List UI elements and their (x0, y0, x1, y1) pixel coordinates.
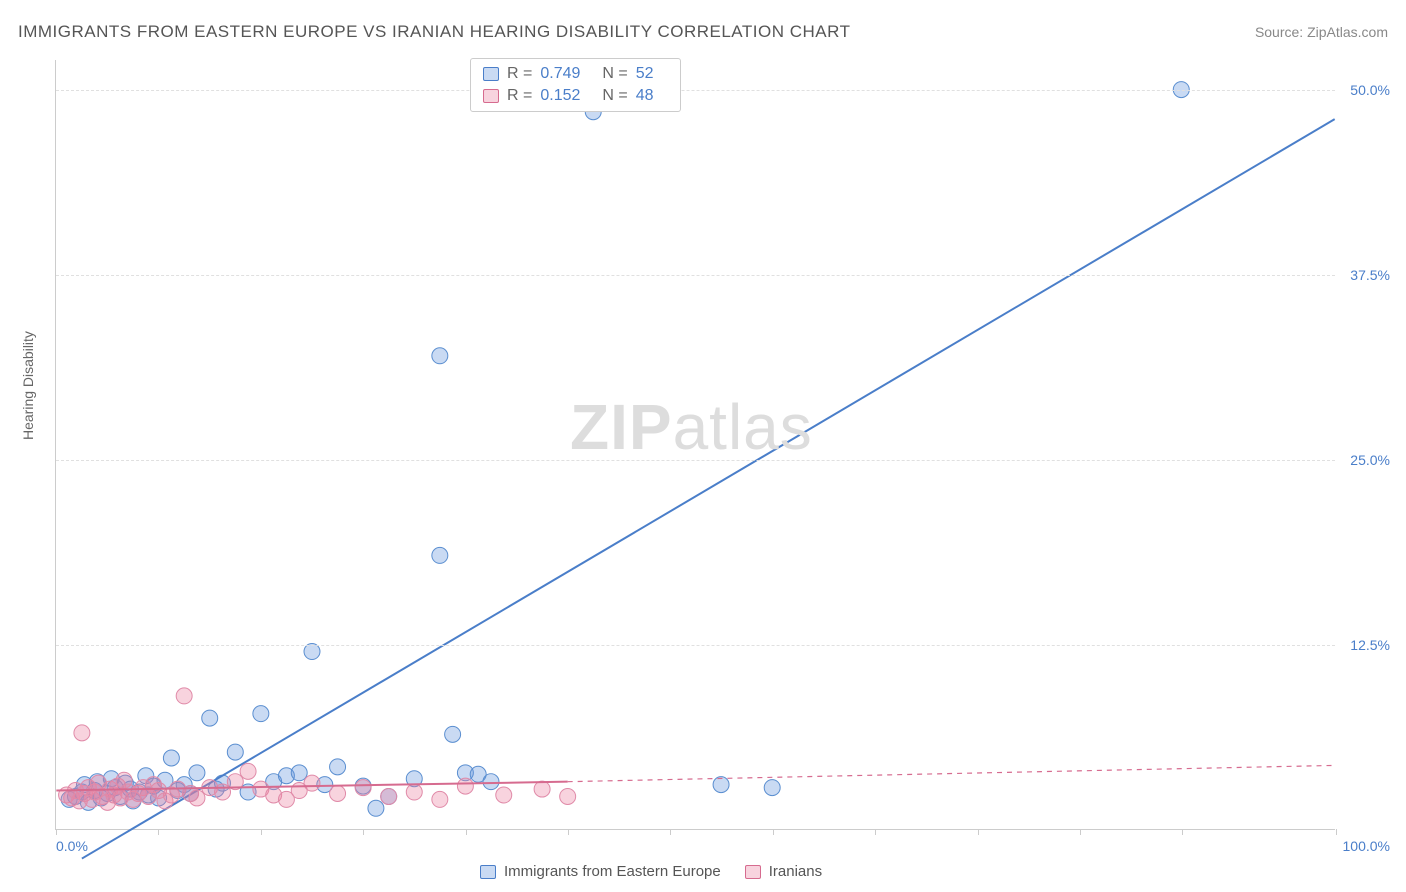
x-tick (773, 829, 774, 835)
n-value-blue: 52 (636, 65, 654, 83)
x-tick (1336, 829, 1337, 835)
data-point-blue (713, 777, 729, 793)
legend-row-blue: R = 0.749 N = 52 (483, 63, 668, 85)
data-point-blue (445, 726, 461, 742)
x-tick (466, 829, 467, 835)
data-point-blue (227, 744, 243, 760)
data-point-pink (381, 788, 397, 804)
legend-stats: R = 0.749 N = 52 R = 0.152 N = 48 (470, 58, 681, 112)
grid-line (56, 90, 1335, 91)
legend-label-blue: Immigrants from Eastern Europe (504, 863, 721, 880)
data-point-blue (304, 644, 320, 660)
x-tick-label: 0.0% (56, 838, 88, 854)
data-point-blue (432, 547, 448, 563)
data-point-pink (304, 775, 320, 791)
grid-line (56, 460, 1335, 461)
x-tick (363, 829, 364, 835)
n-value-pink: 48 (636, 87, 654, 105)
data-point-blue (202, 710, 218, 726)
x-tick (1182, 829, 1183, 835)
data-point-pink (457, 778, 473, 794)
data-point-blue (189, 765, 205, 781)
data-point-pink (176, 688, 192, 704)
data-point-pink (406, 784, 422, 800)
data-point-pink (215, 784, 231, 800)
y-axis-label: Hearing Disability (20, 331, 36, 440)
y-tick-label: 25.0% (1340, 452, 1390, 468)
swatch-blue-icon (480, 865, 496, 879)
data-point-blue (432, 348, 448, 364)
plot-area: 12.5%25.0%37.5%50.0%0.0%100.0% (55, 60, 1335, 830)
data-point-pink (534, 781, 550, 797)
x-tick (978, 829, 979, 835)
swatch-pink-icon (483, 89, 499, 103)
data-point-blue (291, 765, 307, 781)
x-tick (158, 829, 159, 835)
trend-line-blue (82, 119, 1335, 858)
data-point-blue (163, 750, 179, 766)
source-label: Source: ZipAtlas.com (1255, 24, 1388, 40)
data-point-blue (764, 780, 780, 796)
data-point-blue (330, 759, 346, 775)
r-label: R = (507, 65, 532, 83)
x-tick (670, 829, 671, 835)
legend-label-pink: Iranians (769, 863, 822, 880)
legend-row-pink: R = 0.152 N = 48 (483, 85, 668, 107)
grid-line (56, 645, 1335, 646)
grid-line (56, 275, 1335, 276)
data-point-pink (240, 763, 256, 779)
x-tick (261, 829, 262, 835)
data-point-pink (355, 780, 371, 796)
legend-series: Immigrants from Eastern Europe Iranians (480, 863, 822, 880)
data-point-pink (74, 725, 90, 741)
swatch-pink-icon (745, 865, 761, 879)
r-label: R = (507, 87, 532, 105)
x-tick (568, 829, 569, 835)
r-value-blue: 0.749 (540, 65, 580, 83)
data-point-pink (496, 787, 512, 803)
x-tick-label: 100.0% (1343, 838, 1390, 854)
data-point-blue (368, 800, 384, 816)
data-point-pink (560, 788, 576, 804)
x-tick (875, 829, 876, 835)
data-point-pink (432, 791, 448, 807)
chart-title: IMMIGRANTS FROM EASTERN EUROPE VS IRANIA… (18, 22, 850, 42)
x-tick (56, 829, 57, 835)
y-tick-label: 12.5% (1340, 637, 1390, 653)
r-value-pink: 0.152 (540, 87, 580, 105)
legend-item-blue: Immigrants from Eastern Europe (480, 863, 721, 880)
swatch-blue-icon (483, 67, 499, 81)
legend-item-pink: Iranians (745, 863, 822, 880)
trend-line-ext-pink (568, 765, 1335, 781)
n-label: N = (602, 87, 627, 105)
n-label: N = (602, 65, 627, 83)
y-tick-label: 50.0% (1340, 82, 1390, 98)
data-point-blue (253, 706, 269, 722)
data-point-blue (483, 774, 499, 790)
data-point-pink (189, 790, 205, 806)
x-tick (1080, 829, 1081, 835)
plot-svg (56, 60, 1335, 829)
data-point-pink (330, 786, 346, 802)
y-tick-label: 37.5% (1340, 267, 1390, 283)
